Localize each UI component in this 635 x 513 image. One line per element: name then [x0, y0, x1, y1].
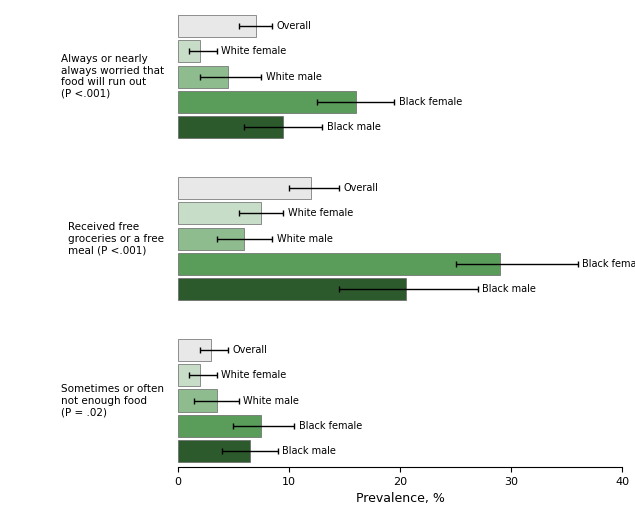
Text: Black female: Black female — [582, 259, 635, 269]
Bar — [178, 389, 217, 411]
Bar — [178, 40, 200, 62]
Text: White male: White male — [277, 233, 333, 244]
Text: White female: White female — [221, 370, 286, 380]
Text: White male: White male — [265, 72, 321, 82]
Text: White male: White male — [243, 396, 299, 405]
Bar — [178, 279, 406, 301]
Bar — [178, 116, 283, 139]
Bar — [178, 440, 250, 462]
Text: White female: White female — [221, 46, 286, 56]
Bar — [178, 66, 228, 88]
Text: Black female: Black female — [399, 97, 462, 107]
X-axis label: Prevalence, %: Prevalence, % — [356, 492, 444, 505]
Text: Black male: Black male — [326, 123, 380, 132]
Bar — [178, 15, 255, 37]
Text: Overall: Overall — [232, 345, 267, 354]
Bar — [178, 202, 261, 224]
Bar — [178, 176, 311, 199]
Bar — [178, 415, 261, 437]
Text: Black male: Black male — [483, 284, 536, 294]
Bar — [178, 91, 356, 113]
Bar — [178, 339, 211, 361]
Text: Sometimes or often
not enough food
(P = .02): Sometimes or often not enough food (P = … — [62, 384, 164, 417]
Text: Received free
groceries or a free
meal (P <.001): Received free groceries or a free meal (… — [69, 222, 164, 255]
Text: Always or nearly
always worried that
food will run out
(P <.001): Always or nearly always worried that foo… — [62, 54, 164, 99]
Text: Overall: Overall — [344, 183, 378, 193]
Bar — [178, 253, 500, 275]
Bar — [178, 228, 244, 249]
Text: White female: White female — [288, 208, 353, 218]
Text: Black male: Black male — [282, 446, 336, 457]
Text: Black female: Black female — [299, 421, 362, 431]
Text: Overall: Overall — [277, 21, 312, 31]
Bar — [178, 364, 200, 386]
